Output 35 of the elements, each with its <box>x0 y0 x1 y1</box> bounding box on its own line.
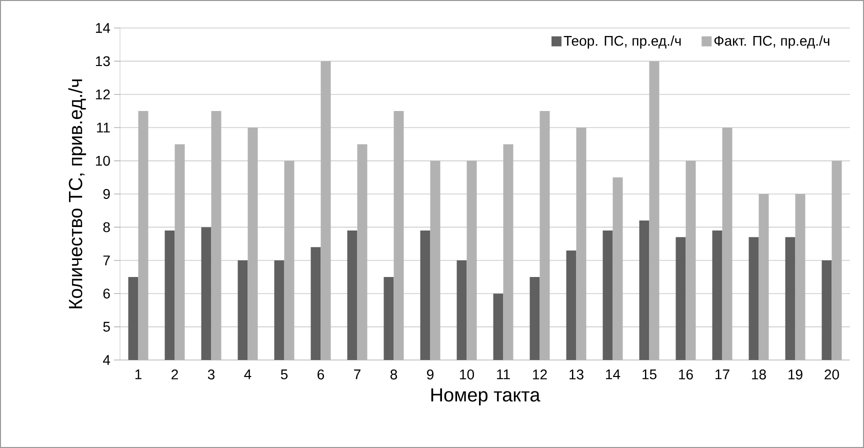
y-tick-label: 14 <box>96 23 110 33</box>
x-tick-label: 19 <box>788 370 802 380</box>
x-tick-label: 10 <box>460 370 474 380</box>
y-tick-label: 4 <box>103 355 110 365</box>
y-tick-label: 6 <box>103 288 110 299</box>
y-tick-label: 10 <box>96 156 110 166</box>
y-tick-label: 13 <box>96 56 110 66</box>
y-tick-label: 7 <box>103 256 110 266</box>
x-tick-label: 18 <box>752 370 766 380</box>
y-tick-label: 8 <box>103 222 110 232</box>
y-axis-title: Количество ТС, прив.ед./ч <box>68 79 86 308</box>
x-tick-label: 11 <box>497 370 510 380</box>
x-axis-title: Номер такта <box>431 388 540 406</box>
y-tick-label: 5 <box>103 322 110 332</box>
x-tick-label: 6 <box>318 370 324 380</box>
x-tick-label: 2 <box>172 370 178 380</box>
y-tick-label: 12 <box>96 90 110 100</box>
x-tick-label: 8 <box>390 370 398 380</box>
x-tick-label: 4 <box>244 370 252 380</box>
y-tick-label: 11 <box>97 122 110 132</box>
x-tick-label: 5 <box>280 370 288 380</box>
x-tick-label: 20 <box>824 370 839 380</box>
x-tick-label: 9 <box>427 370 434 380</box>
x-tick-label: 12 <box>533 370 547 380</box>
legend-label: Факт. ПС, пр.ед./ч <box>714 36 830 49</box>
x-tick-label: 13 <box>570 370 584 380</box>
x-tick-label: 7 <box>354 370 360 380</box>
x-tick-label: 17 <box>716 370 730 380</box>
x-tick-label: 3 <box>208 370 215 380</box>
x-tick-label: 15 <box>642 370 656 380</box>
x-tick-label: 14 <box>606 370 620 380</box>
x-tick-label: 16 <box>679 370 693 380</box>
y-tick-label: 9 <box>103 189 110 199</box>
legend-label: Теор. ПС, пр.ед./ч <box>564 36 681 49</box>
x-tick-label: 1 <box>135 370 142 380</box>
